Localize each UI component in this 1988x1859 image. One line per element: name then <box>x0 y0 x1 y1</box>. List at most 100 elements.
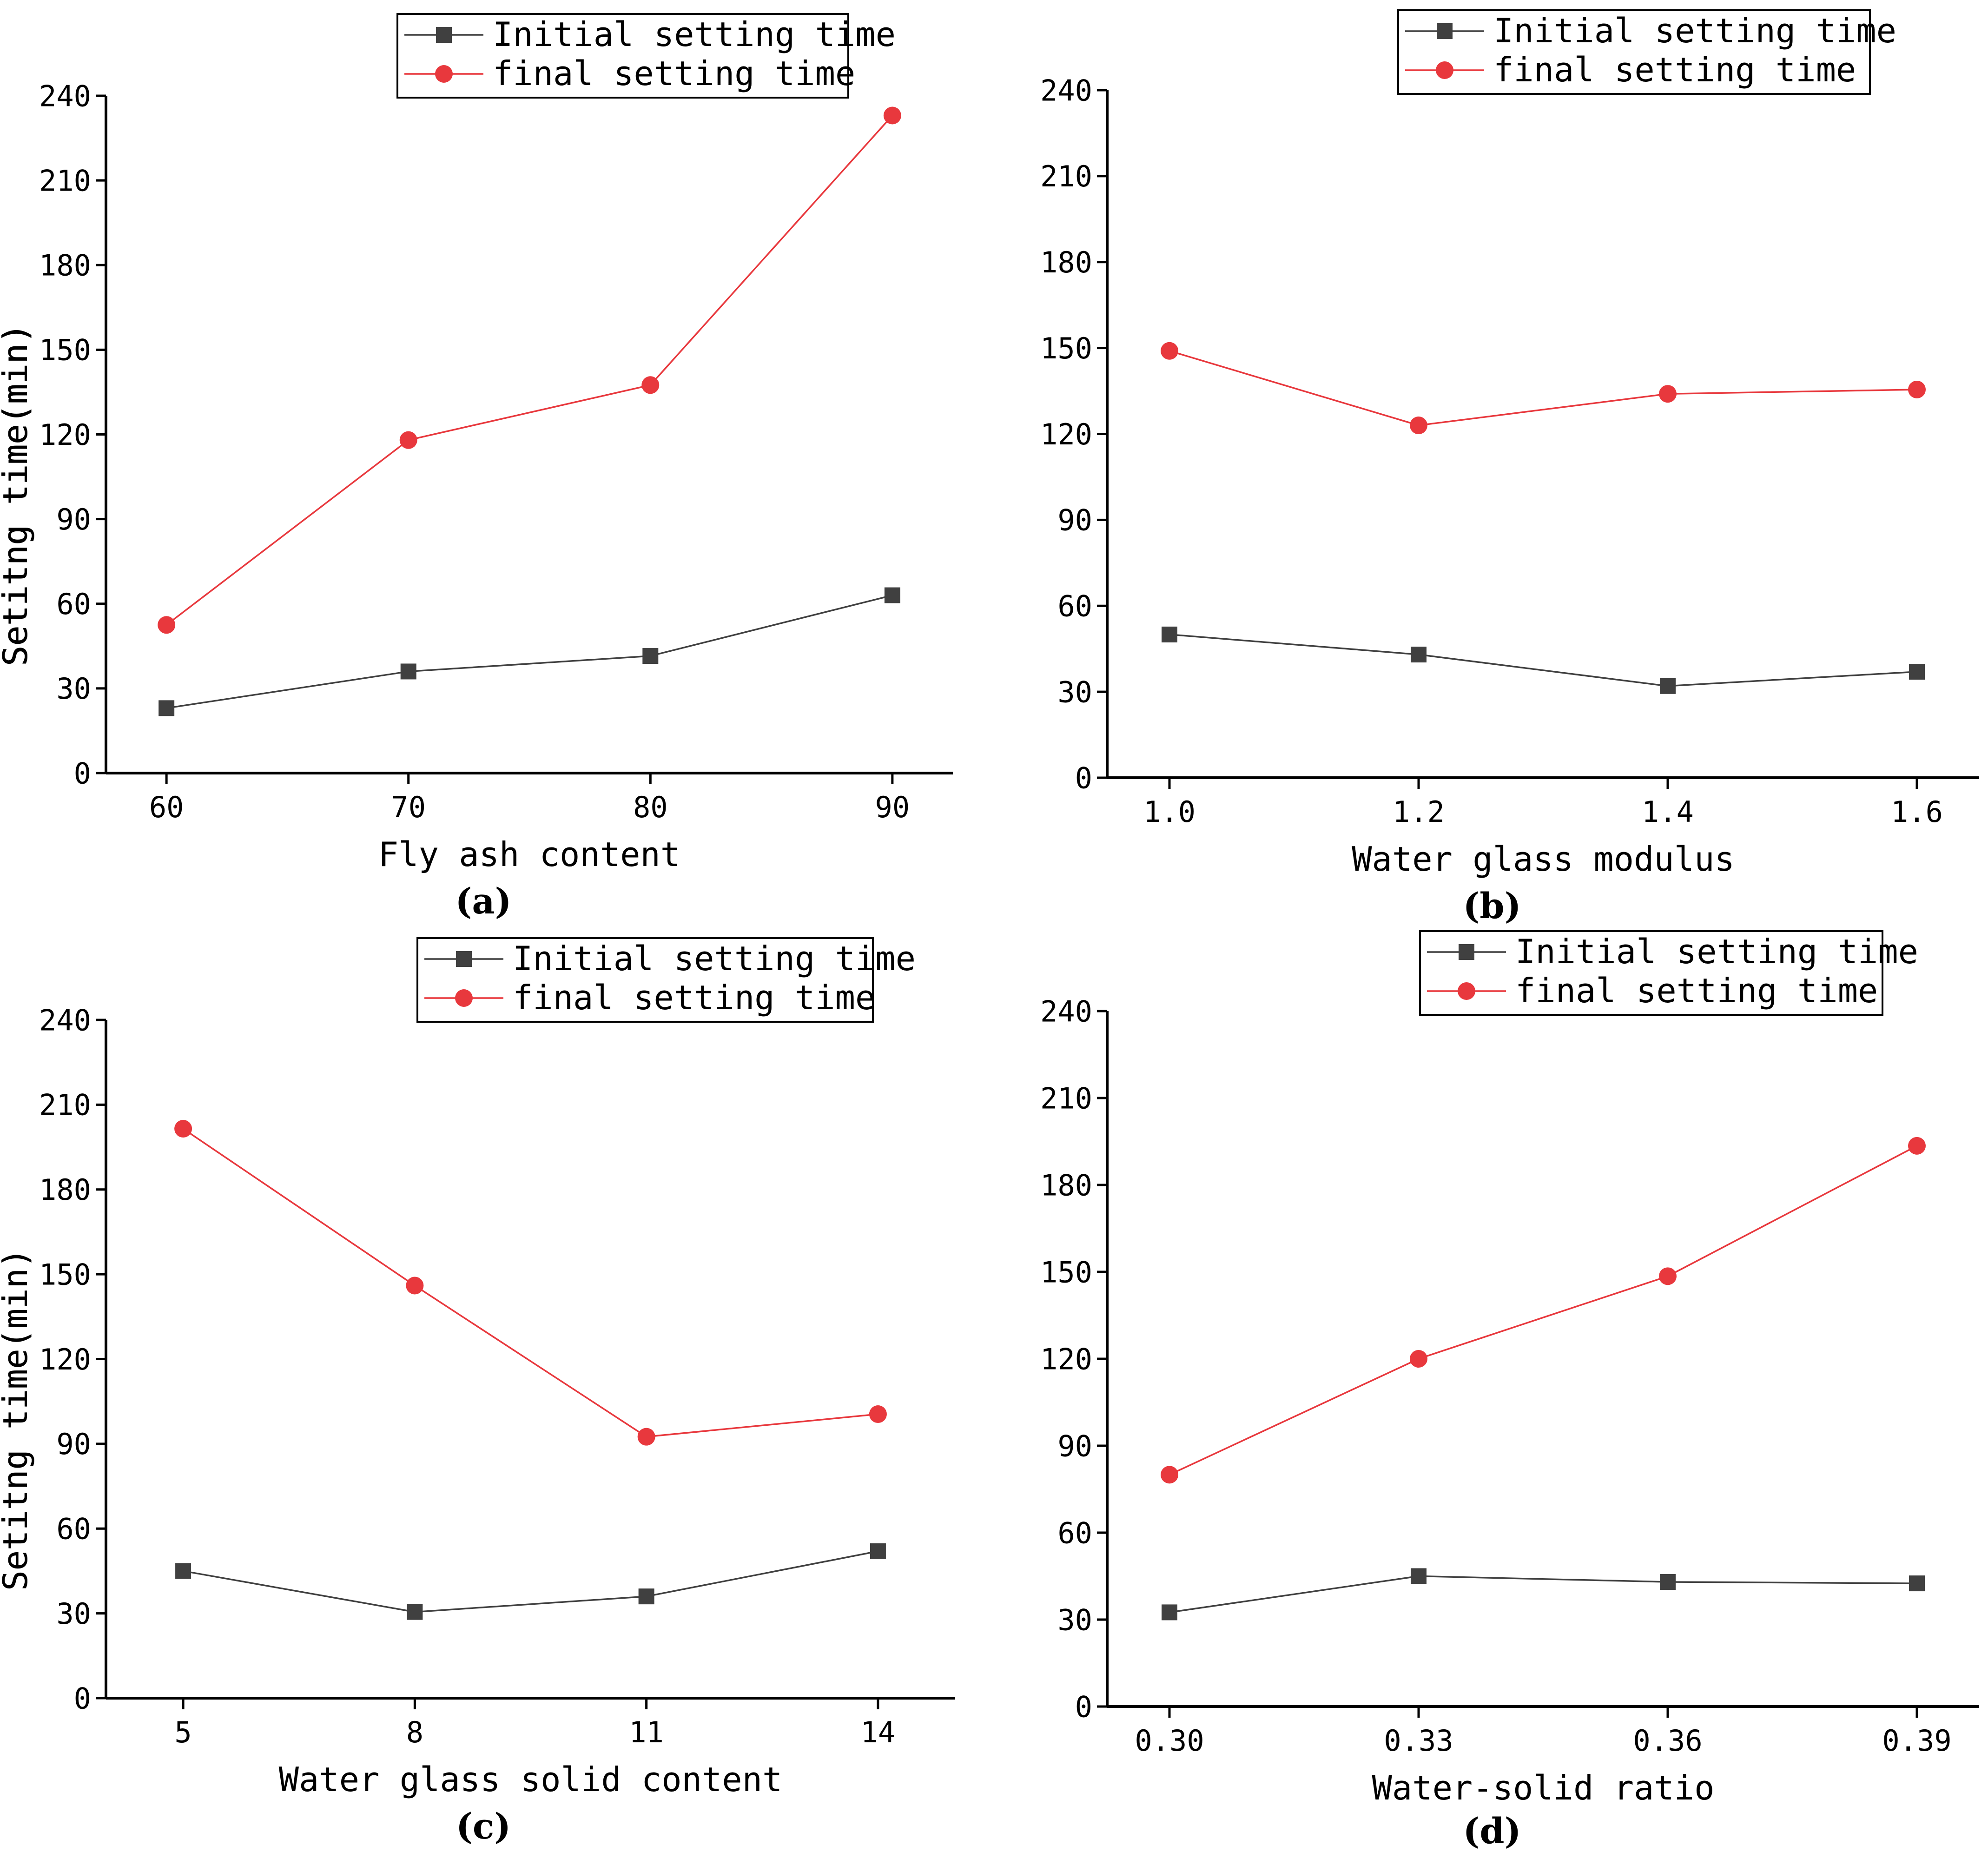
x-tick-label: 80 <box>633 790 668 824</box>
y-tick-label: 240 <box>39 79 91 113</box>
y-tick-label: 90 <box>56 1427 91 1461</box>
legend-box <box>1419 930 1883 1016</box>
y-tick-label: 30 <box>1057 675 1092 709</box>
x-tick-label: 5 <box>174 1715 192 1749</box>
x-tick-label: 0.33 <box>1384 1724 1453 1758</box>
y-axis-title: Setitng time(min) <box>0 1248 35 1591</box>
x-tick-label: 0.36 <box>1633 1724 1702 1758</box>
y-tick-label: 240 <box>1040 994 1092 1028</box>
x-tick-label: 60 <box>149 790 184 824</box>
y-tick-label: 120 <box>1040 1342 1092 1376</box>
final-setting-point <box>1908 1137 1926 1155</box>
y-axis-title: Setitng time(min) <box>0 323 35 666</box>
y-tick-label: 210 <box>1040 159 1092 193</box>
x-tick-label: 14 <box>861 1715 896 1749</box>
y-tick-label: 240 <box>39 1003 91 1037</box>
x-tick-label: 70 <box>391 790 426 824</box>
legend-final-label: final setting time <box>493 54 855 93</box>
y-tick-label: 240 <box>1040 73 1092 107</box>
y-axis-title: Setitng time(min) <box>0 1248 35 1591</box>
y-tick-label: 210 <box>39 1088 91 1122</box>
initial-setting-point <box>1411 647 1427 663</box>
legend-initial-marker <box>436 27 452 43</box>
x-tick-label: 11 <box>629 1715 664 1749</box>
final-setting-point <box>1659 385 1677 403</box>
legend-initial-label: Initial setting time <box>1493 11 1896 50</box>
initial-setting-point <box>407 1604 423 1620</box>
legend-final-label: final setting time <box>1515 971 1878 1010</box>
final-setting-point <box>869 1405 887 1423</box>
panel-label: (d) <box>1463 1810 1521 1852</box>
legend-final-marker <box>1458 982 1475 1000</box>
y-tick-label: 210 <box>39 164 91 198</box>
x-tick-label: 0.39 <box>1882 1724 1951 1758</box>
x-axis-title: Water glass modulus <box>1352 840 1735 879</box>
final-setting-line <box>183 1128 878 1438</box>
legend-initial-marker <box>1459 944 1474 960</box>
y-tick-label: 150 <box>1040 1255 1092 1289</box>
final-setting-line <box>1169 1145 1917 1475</box>
y-tick-label: 90 <box>1057 503 1092 537</box>
legend-final-marker <box>455 989 473 1007</box>
legend-box <box>416 937 874 1023</box>
x-axis-title: Water-solid ratio <box>1372 1768 1715 1807</box>
panel-label: (a) <box>455 880 511 922</box>
final-setting-point <box>883 106 901 125</box>
legend-final-marker <box>1436 61 1453 79</box>
initial-setting-point <box>1909 663 1925 680</box>
final-setting-point <box>1161 342 1178 360</box>
initial-setting-point <box>1162 626 1177 642</box>
y-tick-label: 30 <box>56 1597 91 1631</box>
initial-setting-point <box>1162 1604 1177 1621</box>
legend-final-label: final setting time <box>1493 50 1856 89</box>
final-setting-line <box>1169 350 1917 426</box>
y-tick-label: 180 <box>39 249 91 283</box>
final-setting-point <box>158 616 176 634</box>
final-setting-point <box>641 376 660 394</box>
final-setting-point <box>406 1277 424 1295</box>
initial-setting-line <box>183 1550 878 1613</box>
final-setting-point <box>399 431 417 449</box>
initial-setting-point <box>400 663 416 680</box>
legend-box <box>1397 9 1871 95</box>
final-setting-point <box>1410 417 1427 435</box>
y-tick-label: 150 <box>1040 331 1092 365</box>
legend-box <box>396 13 849 99</box>
y-tick-label: 0 <box>1075 761 1092 795</box>
initial-setting-line <box>1169 634 1917 687</box>
legend-initial-marker <box>1437 23 1453 39</box>
y-tick-label: 90 <box>56 503 91 536</box>
y-tick-label: 60 <box>56 587 91 621</box>
y-tick-label: 90 <box>1057 1429 1092 1463</box>
legend-initial-label: Initial setting time <box>493 15 896 54</box>
y-tick-label: 0 <box>74 756 91 790</box>
x-tick-label: 1.4 <box>1642 795 1694 829</box>
legend-initial-label: Initial setting time <box>513 939 916 978</box>
chart-panel-a: 0 30 60 90 120 150 180 210 240 60 70 80 90 Fly ash co… <box>0 13 953 922</box>
x-tick-label: 1.2 <box>1393 795 1445 829</box>
x-axis-title: Fly ash content <box>378 835 680 874</box>
y-tick-label: 150 <box>39 1257 91 1291</box>
y-tick-label: 120 <box>39 418 91 452</box>
final-setting-point <box>174 1120 192 1138</box>
final-setting-line <box>166 115 893 626</box>
final-setting-point <box>637 1428 655 1446</box>
y-axis-title: Setitng time(min) <box>0 324 35 666</box>
initial-setting-point <box>638 1588 654 1605</box>
final-setting-point <box>1410 1350 1427 1368</box>
y-tick-label: 150 <box>39 333 91 367</box>
initial-setting-point <box>1909 1575 1925 1592</box>
initial-setting-point <box>884 587 900 603</box>
y-tick-label: 180 <box>1040 245 1092 279</box>
legend-initial-marker <box>456 951 472 967</box>
chart-panel-b: 0 30 60 90 120 150 180 210 240 1.0 1.2 1.4 1.6 Water … <box>0 9 1979 926</box>
chart-panel-d: 0 30 60 90 120 150 180 210 240 0.30 0.33 0.36 0.39 Wa… <box>0 930 1979 1852</box>
x-tick-label: 1.6 <box>1891 795 1943 829</box>
y-tick-label: 180 <box>1040 1168 1092 1202</box>
y-tick-label: 60 <box>1057 589 1092 623</box>
legend-final-label: final setting time <box>513 978 875 1017</box>
initial-setting-point <box>1660 1574 1676 1590</box>
y-tick-label: 120 <box>39 1343 91 1376</box>
x-axis-title: Water glass solid content <box>279 1760 783 1799</box>
